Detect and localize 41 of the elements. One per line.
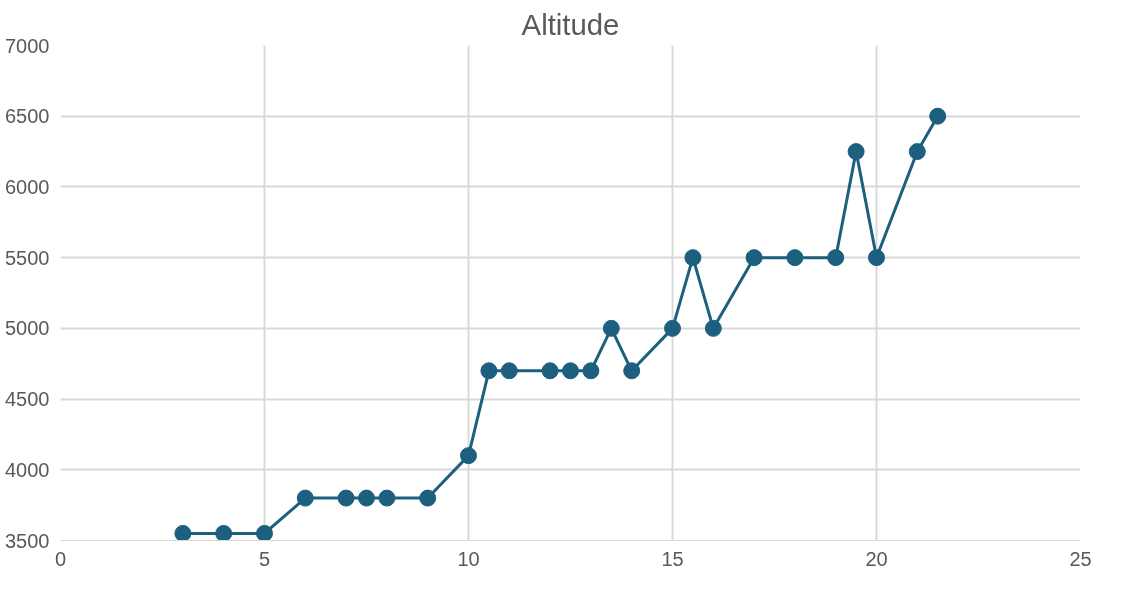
y-tick-label: 5500 [5, 246, 50, 269]
point [337, 489, 355, 507]
point [602, 319, 620, 337]
x-tick-label: 5 [258, 547, 271, 570]
point [684, 249, 702, 267]
point [500, 362, 518, 380]
y-tick-label: 6000 [5, 175, 50, 198]
point [664, 319, 681, 337]
point [358, 489, 375, 507]
y-tick-label: 3500 [5, 529, 50, 552]
x-tick-label: 20 [865, 547, 888, 570]
point [929, 107, 947, 125]
point [786, 249, 804, 267]
point [174, 524, 192, 541]
x-tick-label: 25 [1069, 547, 1092, 570]
point [827, 249, 845, 267]
y-tick-label: 5000 [5, 317, 50, 340]
x-tick-label: 10 [457, 547, 480, 570]
point [582, 362, 600, 380]
point [623, 362, 641, 380]
point [256, 524, 273, 541]
point [704, 319, 722, 337]
point [847, 143, 865, 161]
point [541, 362, 559, 380]
point [296, 489, 314, 507]
y-tick-label: 6500 [5, 105, 50, 128]
y-tick-label: 4000 [5, 458, 50, 481]
x-tick-label: 0 [54, 547, 67, 570]
chart-title: Altitude [521, 7, 620, 41]
point [378, 489, 396, 507]
point [868, 249, 885, 267]
point [419, 489, 437, 507]
point [215, 524, 233, 541]
y-tick-label: 4500 [5, 388, 50, 411]
y-tick-label: 7000 [5, 34, 50, 57]
point [562, 362, 579, 380]
point [460, 447, 477, 465]
point [480, 362, 498, 380]
x-tick-label: 15 [661, 547, 684, 570]
point [908, 143, 926, 161]
point [745, 249, 763, 267]
